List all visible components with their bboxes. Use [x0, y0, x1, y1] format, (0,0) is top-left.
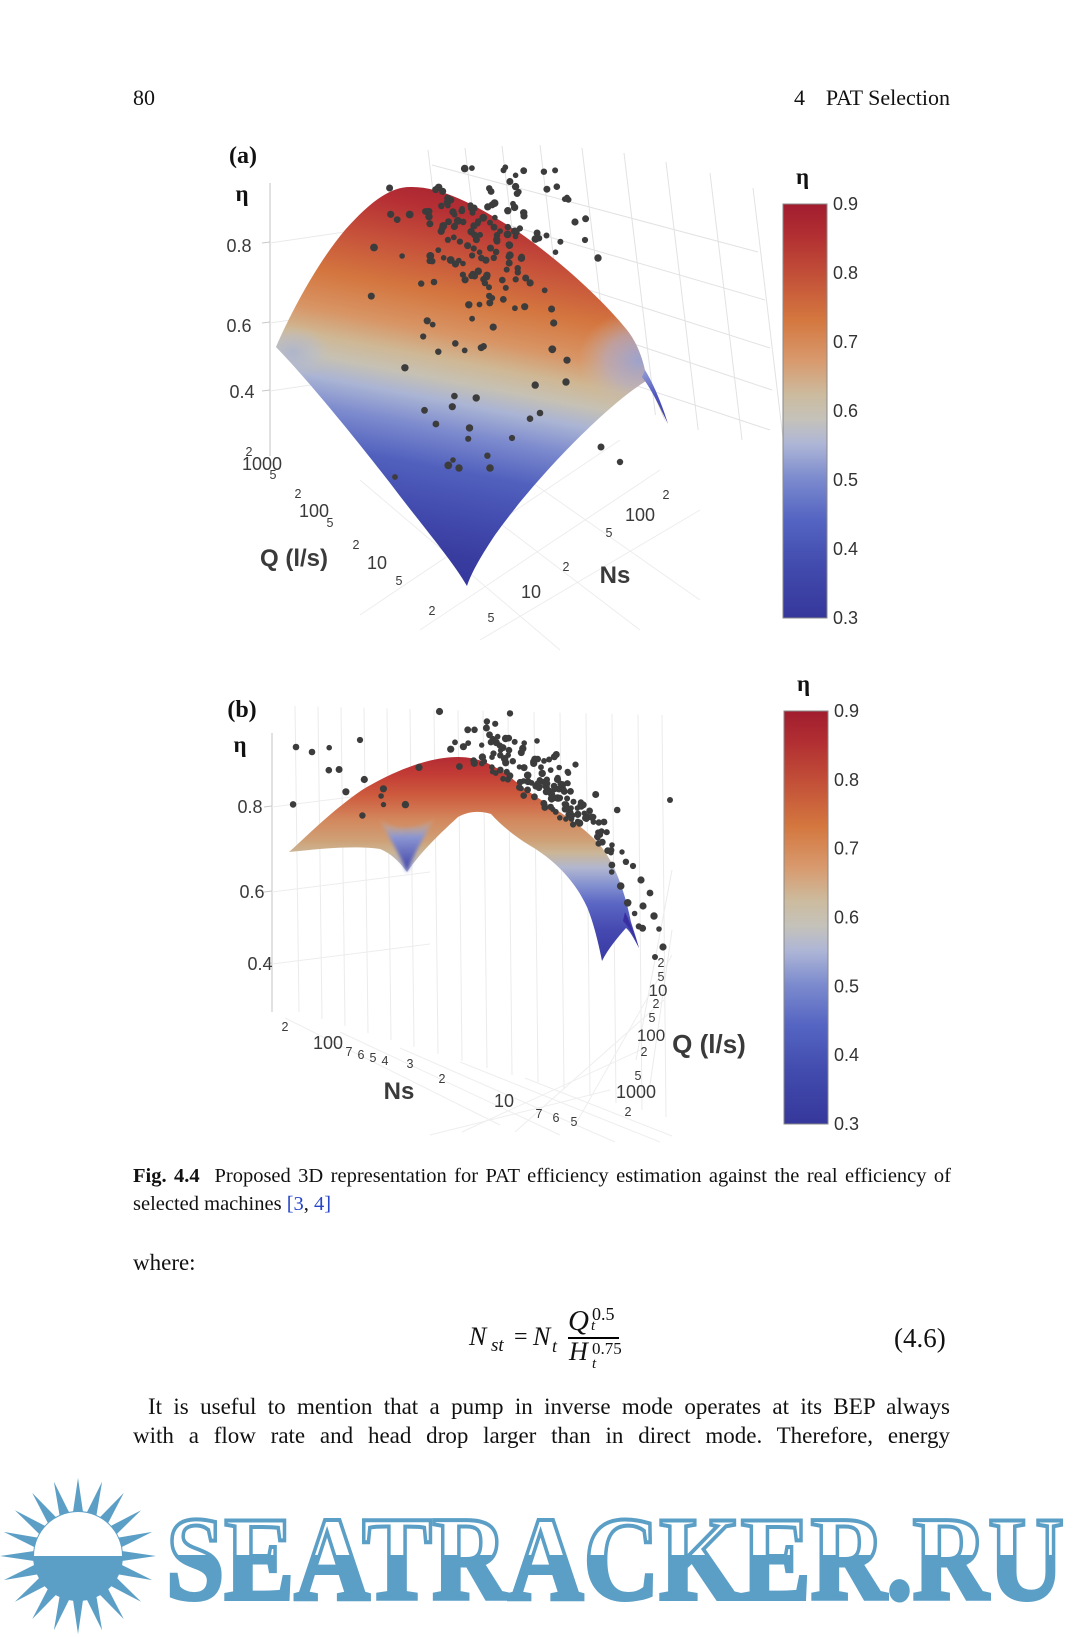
svg-text:2: 2: [625, 1105, 632, 1119]
svg-text:0.8: 0.8: [237, 797, 262, 817]
svg-text:0.4: 0.4: [833, 539, 858, 559]
svg-text:0.4: 0.4: [834, 1045, 859, 1065]
svg-text:SEATRACKER.RU: SEATRACKER.RU: [166, 1492, 1064, 1625]
svg-text:2: 2: [353, 538, 360, 552]
svg-text:0.3: 0.3: [833, 608, 858, 628]
svg-text:5: 5: [606, 526, 613, 540]
svg-text:0.6: 0.6: [834, 908, 859, 928]
svg-text:5: 5: [635, 1069, 642, 1083]
svg-text:3: 3: [407, 1057, 414, 1071]
svg-text:10: 10: [649, 981, 668, 1000]
svg-text:1000: 1000: [616, 1082, 656, 1102]
svg-text:2: 2: [439, 1072, 446, 1086]
svg-text:1000: 1000: [242, 454, 282, 474]
svg-text:5: 5: [396, 574, 403, 588]
svg-text:4: 4: [382, 1054, 389, 1068]
svg-text:0.8: 0.8: [226, 236, 251, 256]
svg-text:2: 2: [658, 956, 665, 970]
svg-text:2: 2: [641, 1045, 648, 1059]
svg-text:η: η: [235, 181, 248, 206]
svg-text:100: 100: [637, 1026, 665, 1045]
svg-text:2: 2: [295, 487, 302, 501]
svg-text:Ns: Ns: [384, 1078, 415, 1105]
svg-text:5: 5: [488, 611, 495, 625]
svg-text:0.5: 0.5: [834, 976, 859, 996]
svg-text:5: 5: [649, 1011, 656, 1025]
svg-text:7: 7: [536, 1107, 543, 1121]
svg-text:Q (l/s): Q (l/s): [672, 1029, 746, 1059]
svg-text:2: 2: [653, 997, 660, 1011]
svg-text:η: η: [233, 732, 246, 757]
svg-text:0.6: 0.6: [239, 882, 264, 902]
svg-text:0.6: 0.6: [833, 401, 858, 421]
svg-text:(a): (a): [229, 143, 257, 169]
svg-text:5: 5: [370, 1051, 377, 1065]
svg-text:100: 100: [313, 1033, 343, 1053]
svg-text:5: 5: [327, 516, 334, 530]
svg-text:2: 2: [246, 445, 253, 459]
svg-text:7: 7: [346, 1045, 353, 1059]
svg-text:(b): (b): [227, 697, 256, 723]
svg-text:2: 2: [563, 560, 570, 574]
svg-text:10: 10: [521, 582, 541, 602]
svg-text:Q (l/s): Q (l/s): [260, 545, 328, 572]
svg-text:0.6: 0.6: [226, 316, 251, 336]
svg-text:0.7: 0.7: [833, 332, 858, 352]
svg-text:η: η: [796, 164, 809, 189]
svg-text:6: 6: [553, 1111, 560, 1125]
svg-text:6: 6: [358, 1048, 365, 1062]
svg-text:2: 2: [282, 1020, 289, 1034]
svg-text:2: 2: [663, 488, 670, 502]
svg-text:10: 10: [494, 1091, 514, 1111]
svg-text:5: 5: [571, 1115, 578, 1129]
svg-text:Ns: Ns: [600, 562, 631, 589]
svg-text:η: η: [797, 671, 810, 696]
svg-text:2: 2: [429, 604, 436, 618]
svg-text:0.4: 0.4: [229, 382, 254, 402]
svg-text:0.9: 0.9: [833, 194, 858, 214]
svg-text:0.3: 0.3: [834, 1114, 859, 1134]
svg-text:100: 100: [625, 505, 655, 525]
svg-text:0.9: 0.9: [834, 701, 859, 721]
svg-text:0.5: 0.5: [833, 470, 858, 490]
svg-text:SEATRACKER.RU: SEATRACKER.RU: [166, 1492, 1064, 1625]
svg-text:0.4: 0.4: [247, 954, 272, 974]
svg-text:5: 5: [270, 468, 277, 482]
svg-text:5: 5: [658, 970, 665, 984]
svg-text:0.8: 0.8: [834, 770, 859, 790]
svg-text:100: 100: [299, 501, 329, 521]
svg-text:0.7: 0.7: [834, 839, 859, 859]
svg-text:10: 10: [367, 553, 387, 573]
svg-text:0.8: 0.8: [833, 263, 858, 283]
